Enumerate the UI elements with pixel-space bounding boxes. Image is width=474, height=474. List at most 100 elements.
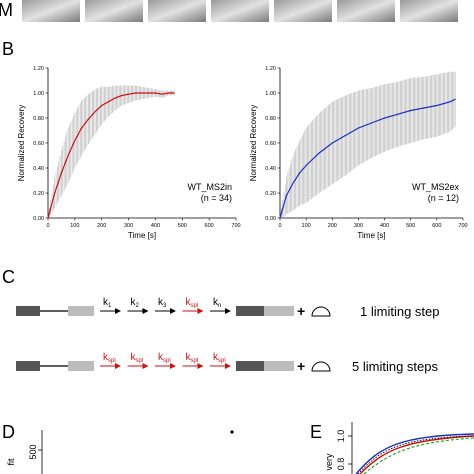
panel-e-label: E (310, 422, 322, 442)
rate-constant-label: k3 (158, 297, 167, 309)
x-tick-label: 700 (231, 223, 240, 229)
data-point (94, 111, 96, 113)
data-point (67, 154, 69, 157)
x-tick-label: 0 (278, 223, 281, 229)
x-axis-label: Time [s] (357, 231, 385, 240)
lariat-icon (311, 361, 331, 372)
micrograph-2 (85, 0, 143, 22)
panel-e-fit-red (359, 435, 474, 474)
y-tick-label: 0.40 (265, 166, 276, 172)
data-point (410, 109, 412, 112)
rate-constant-label: kspl (186, 297, 199, 309)
y-tick-label: 1.20 (265, 66, 276, 72)
y-tick-label: 0.80 (33, 116, 44, 122)
x-tick-label: 500 (406, 223, 415, 229)
x-tick-label: 700 (458, 223, 467, 229)
rate-constant-label: kspl (213, 352, 226, 364)
data-point (168, 92, 170, 94)
x-tick-label: 600 (432, 223, 441, 229)
data-point (397, 113, 399, 115)
micrograph-6 (337, 0, 395, 22)
panel-a-label-fragment: M (0, 0, 13, 20)
series-annotation: WT_MS2in (187, 182, 232, 192)
data-point (121, 94, 123, 97)
rate-constant-label: k1 (103, 297, 112, 309)
plus-sign: + (297, 358, 305, 374)
data-point (60, 172, 63, 174)
micrograph-7 (400, 0, 458, 22)
data-point (47, 217, 49, 219)
panel-d-point (230, 430, 234, 434)
x-axis-label: Time [s] (128, 231, 156, 240)
data-point (114, 97, 116, 99)
plus-sign: + (297, 303, 305, 319)
series-annotation: WT_MS2ex (412, 182, 460, 192)
gene-block-dark (16, 306, 40, 316)
y-tick-label: 1.00 (265, 91, 276, 97)
micrograph-4 (211, 0, 269, 22)
panel-d-chart: 500 fit (6, 430, 234, 474)
gene-block-dark (16, 361, 40, 371)
x-tick-label: 0 (46, 223, 49, 229)
data-point (344, 134, 346, 137)
product-block-light (264, 306, 294, 316)
micrograph-1 (22, 0, 80, 22)
rate-arrows: k1 k2 k3 kspl kn kspl kspl kspl kspl kspl (100, 297, 231, 369)
x-tick-label: 200 (328, 223, 337, 229)
data-point (357, 127, 360, 129)
panel-e-tick-label-2: 0.8 (336, 458, 346, 471)
x-tick-label: 200 (97, 223, 106, 229)
panel-d-ylabel: fit (6, 458, 16, 466)
data-point (292, 182, 294, 184)
data-point (80, 127, 83, 129)
data-point (154, 92, 157, 94)
data-point (141, 92, 143, 94)
chart-wt-ms2ex: 0 100 200 300 400 500 600 700 0.00 0.20 0.40 0.60 0.… (249, 66, 468, 240)
data-point (54, 192, 56, 194)
panel-e-chart: 1.0 0.8 very (324, 422, 474, 474)
product-block-dark (236, 306, 264, 316)
data-point (299, 172, 301, 174)
data-point (161, 93, 163, 95)
rate-constant-label: kn (213, 297, 221, 309)
panel-d-label: D (2, 422, 15, 442)
panel-c-label: C (2, 267, 15, 287)
product-block-dark (236, 361, 264, 371)
y-axis-label: Normalized Recovery (17, 105, 26, 181)
y-axis-label: Normalized Recovery (249, 105, 258, 181)
data-point (148, 92, 150, 94)
rate-constant-label: kspl (131, 352, 144, 364)
y-tick-label: 0.20 (33, 191, 44, 197)
panel-e-fit-blue (355, 433, 474, 474)
gene-block-light (68, 306, 94, 316)
data-point (305, 164, 307, 167)
data-point (454, 98, 456, 100)
row2-label: 5 limiting steps (352, 359, 438, 374)
x-tick-label: 500 (178, 223, 187, 229)
y-tick-label: 0.00 (33, 216, 44, 222)
series-line (47, 92, 175, 219)
sample-size-annotation: (n = 12) (428, 193, 459, 203)
data-point (370, 122, 373, 124)
panel-a: M (0, 0, 458, 22)
micrograph-3 (148, 0, 206, 22)
sample-size-annotation: (n = 34) (201, 193, 232, 203)
panel-e-ylabel: very (324, 453, 334, 471)
x-tick-label: 600 (205, 223, 214, 229)
y-tick-label: 0.00 (265, 216, 276, 222)
lariat-icon (311, 306, 331, 317)
data-point (318, 152, 320, 154)
data-point (436, 104, 438, 107)
x-tick-label: 100 (70, 223, 79, 229)
data-point (423, 107, 425, 109)
rate-constant-label: kspl (186, 352, 199, 364)
x-tick-label: 300 (354, 223, 363, 229)
data-point (74, 139, 76, 142)
data-point (285, 194, 288, 197)
data-point (383, 117, 386, 119)
product-block-light (264, 361, 294, 371)
x-tick-label: 300 (124, 223, 133, 229)
y-tick-label: 1.00 (33, 91, 44, 97)
panel-b-label: B (2, 39, 14, 59)
